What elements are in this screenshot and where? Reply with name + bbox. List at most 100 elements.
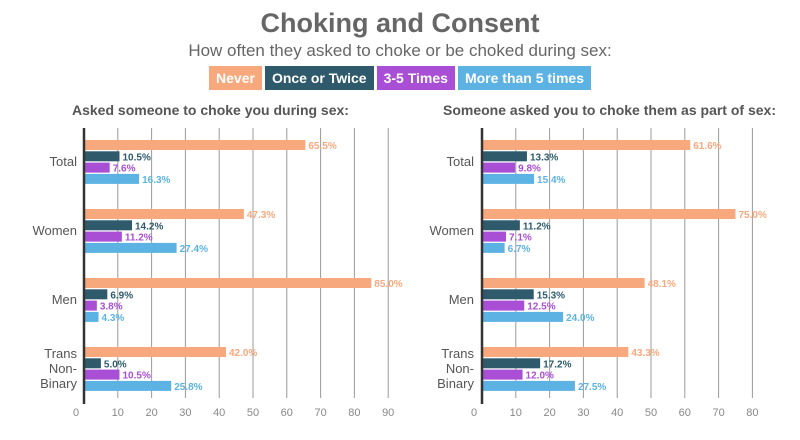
x-tick-label-2-40: 40 xyxy=(611,407,623,419)
bar-1-1-2 xyxy=(84,231,122,242)
x-tick-label-1-90: 90 xyxy=(382,407,394,419)
bar-1-1-1 xyxy=(84,220,132,231)
panel-title-1: Asked someone to choke you during sex: xyxy=(72,102,349,118)
x-tick-label-1-60: 60 xyxy=(281,407,293,419)
data-label-2-2-2: 12.5% xyxy=(527,302,555,313)
bar-1-2-3 xyxy=(84,311,99,322)
legend-item-3-5-times: 3-5 Times xyxy=(376,66,455,90)
data-label-1-3-2: 10.5% xyxy=(122,371,150,382)
data-label-1-0-1: 10.5% xyxy=(122,152,150,163)
data-label-1-2-1: 6.9% xyxy=(110,290,133,301)
x-tick-label-2-30: 30 xyxy=(577,407,589,419)
data-label-1-0-0: 65.5% xyxy=(308,141,336,152)
category-label-2-3: Trans Non-Binary xyxy=(437,346,474,391)
bar-2-0-0 xyxy=(482,140,691,150)
data-label-1-2-0: 85.0% xyxy=(374,279,402,290)
bar-1-0-3 xyxy=(84,173,140,184)
category-label-2-1: Women xyxy=(429,223,474,238)
data-label-2-3-1: 17.2% xyxy=(543,359,571,370)
data-label-1-2-3: 4.3% xyxy=(102,313,125,324)
bar-1-0-0 xyxy=(84,140,306,150)
x-tick-label-1-70: 70 xyxy=(314,407,326,419)
chart-title: Choking and Consent xyxy=(260,8,540,38)
category-label-1-3: Trans Non-Binary xyxy=(40,346,77,391)
bar-2-2-1 xyxy=(482,289,534,300)
data-label-2-1-2: 7.1% xyxy=(509,233,532,244)
data-label-2-2-0: 48.1% xyxy=(648,279,676,290)
bar-1-1-3 xyxy=(84,242,177,253)
bar-1-3-0 xyxy=(84,347,226,357)
data-label-1-2-2: 3.8% xyxy=(100,302,123,313)
bar-2-1-2 xyxy=(482,231,506,242)
bar-1-2-2 xyxy=(84,300,97,311)
category-label-2-0: Total xyxy=(447,154,475,169)
bar-1-2-0 xyxy=(84,278,372,288)
chart-subtitle: How often they asked to choke or be chok… xyxy=(188,41,612,60)
bar-2-2-3 xyxy=(482,311,564,322)
legend-item-never: Never xyxy=(209,66,262,90)
data-label-2-3-2: 12.0% xyxy=(526,371,554,382)
data-label-2-1-3: 6.7% xyxy=(508,244,531,255)
legend: Never Once or Twice 3-5 Times More than … xyxy=(0,66,800,90)
x-tick-label-2-0: 0 xyxy=(471,407,477,419)
bar-2-3-1 xyxy=(482,358,541,369)
bar-1-3-2 xyxy=(84,369,120,380)
bar-2-2-0 xyxy=(482,278,645,288)
bar-2-3-0 xyxy=(482,347,629,357)
bar-1-3-3 xyxy=(84,380,172,391)
x-tick-label-2-70: 70 xyxy=(712,407,724,419)
bar-2-1-0 xyxy=(482,209,736,219)
x-tick-label-1-0: 0 xyxy=(73,407,79,419)
bar-2-1-1 xyxy=(482,220,520,231)
panel-title-2: Someone asked you to choke them as part … xyxy=(443,102,776,118)
data-label-1-3-0: 42.0% xyxy=(229,348,257,359)
x-tick-label-1-20: 20 xyxy=(145,407,157,419)
x-tick-label-1-40: 40 xyxy=(213,407,225,419)
x-tick-label-2-10: 10 xyxy=(510,407,522,419)
bar-2-2-2 xyxy=(482,300,525,311)
data-label-1-0-2: 7.6% xyxy=(113,164,136,175)
x-tick-label-2-80: 80 xyxy=(746,407,758,419)
data-label-1-3-3: 25.8% xyxy=(174,382,202,393)
bar-1-3-1 xyxy=(84,358,101,369)
bar-1-2-1 xyxy=(84,289,108,300)
legend-item-more-than-5-times: More than 5 times xyxy=(457,66,591,90)
category-label-1-0: Total xyxy=(50,154,78,169)
data-label-2-0-0: 61.6% xyxy=(693,141,721,152)
bar-2-3-2 xyxy=(482,369,523,380)
data-label-2-1-1: 11.2% xyxy=(523,221,551,232)
x-tick-label-2-50: 50 xyxy=(645,407,657,419)
bar-2-3-3 xyxy=(482,380,575,391)
bar-2-0-1 xyxy=(482,151,527,162)
x-tick-label-2-20: 20 xyxy=(543,407,555,419)
data-label-2-3-0: 43.3% xyxy=(631,348,659,359)
data-label-1-1-2: 11.2% xyxy=(125,233,153,244)
x-tick-label-2-60: 60 xyxy=(679,407,691,419)
category-label-2-2: Men xyxy=(449,292,474,307)
x-tick-label-1-80: 80 xyxy=(348,407,360,419)
category-label-1-2: Men xyxy=(52,292,77,307)
data-label-1-1-1: 14.2% xyxy=(135,221,163,232)
bar-2-0-3 xyxy=(482,173,535,184)
bar-1-0-2 xyxy=(84,162,110,173)
data-label-1-1-0: 47.3% xyxy=(247,210,275,221)
x-tick-label-1-50: 50 xyxy=(247,407,259,419)
x-tick-label-1-10: 10 xyxy=(112,407,124,419)
x-tick-label-1-30: 30 xyxy=(179,407,191,419)
data-label-1-3-1: 5.0% xyxy=(104,359,127,370)
data-label-2-1-0: 75.0% xyxy=(739,210,767,221)
legend-item-once-or-twice: Once or Twice xyxy=(264,66,374,90)
data-label-2-0-2: 9.8% xyxy=(518,164,541,175)
bar-2-1-3 xyxy=(482,242,505,253)
bar-1-0-1 xyxy=(84,151,120,162)
bar-1-1-0 xyxy=(84,209,244,219)
data-label-2-2-3: 24.0% xyxy=(566,313,594,324)
data-label-2-0-3: 15.4% xyxy=(537,175,565,186)
bar-2-0-2 xyxy=(482,162,516,173)
data-label-2-2-1: 15.3% xyxy=(537,290,565,301)
data-label-1-1-3: 27.4% xyxy=(180,244,208,255)
data-label-2-0-1: 13.3% xyxy=(530,152,558,163)
data-label-1-0-3: 16.3% xyxy=(142,175,170,186)
